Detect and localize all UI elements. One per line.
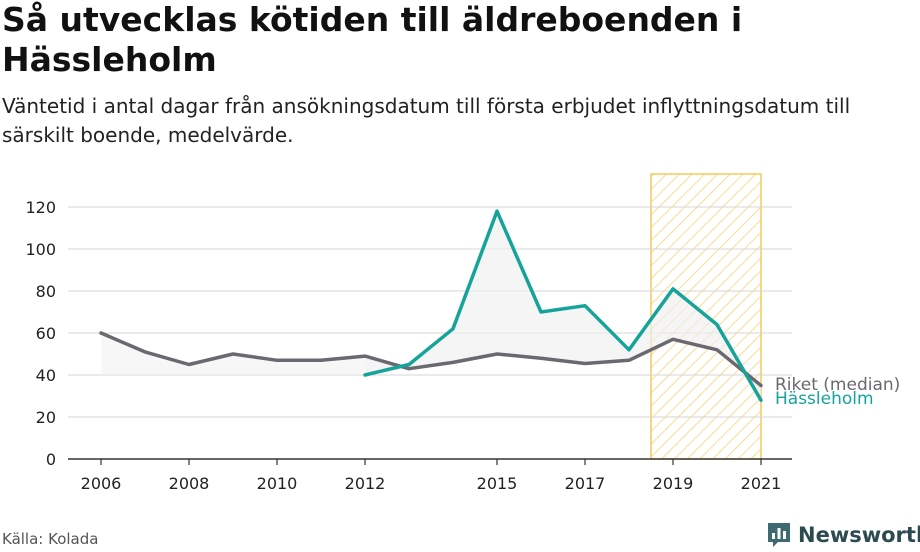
y-tick-label: 80 (36, 282, 56, 301)
series-lines (99, 209, 763, 402)
y-tick-label: 40 (36, 366, 56, 385)
y-tick-label: 0 (46, 450, 56, 469)
series-label-hassleholm: Hässleholm (775, 389, 874, 409)
x-tick-label: 2010 (257, 474, 298, 493)
newsworthy-chart-bubble-icon (768, 523, 790, 547)
x-tick-label: 2017 (565, 474, 606, 493)
source-note: Källa: Kolada (2, 530, 99, 548)
y-tick-label: 20 (36, 408, 56, 427)
x-tick-label: 2019 (653, 474, 694, 493)
y-tick-label: 100 (25, 240, 56, 259)
area-hassleholm-vs-riket (365, 211, 761, 401)
axes: 2006 2008 2010 2012 2015 2017 2019 2021 (68, 458, 792, 493)
x-tick-label: 2012 (345, 474, 386, 493)
newsworthy-logo[interactable]: Newsworthy (766, 520, 920, 550)
x-tick-label: 2008 (169, 474, 210, 493)
chart-subtitle: Väntetid i antal dagar från ansökningsda… (2, 94, 851, 147)
x-tick-label: 2021 (741, 474, 782, 493)
series-line-riket (99, 331, 763, 388)
brand-name: Newsworthy (798, 523, 920, 547)
series-label-riket: Riket (median) (775, 375, 900, 395)
x-tick-label: 2015 (477, 474, 518, 493)
series-line-hassleholm (363, 209, 763, 402)
chart-title: Så utvecklas kötiden till äldreboenden i… (2, 0, 743, 79)
y-tick-label: 60 (36, 324, 56, 343)
x-tick-label: 2006 (81, 474, 122, 493)
y-tick-label: 120 (25, 198, 56, 217)
series-labels: Riket (median)Hässleholm (775, 375, 900, 409)
